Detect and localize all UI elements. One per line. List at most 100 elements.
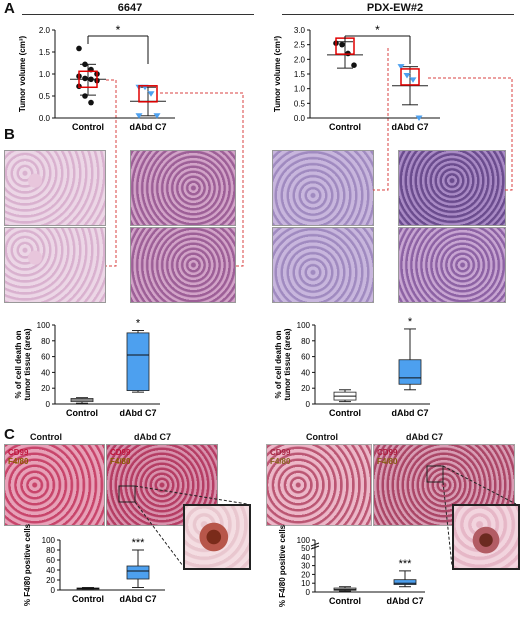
data-point-control (82, 61, 88, 68)
y-tick-label: 0.5 (39, 92, 51, 101)
y-tick-label: 0 (51, 586, 56, 595)
data-point-treated (147, 91, 155, 97)
ihc-tag-f480: F4/80 (8, 457, 29, 466)
panel-label-c: C (4, 426, 15, 443)
box (126, 565, 150, 580)
data-point-control (339, 41, 345, 48)
ihc-6647-dabd: CD99 F4/80 (106, 444, 218, 526)
y-tick-label: 0.0 (39, 114, 51, 123)
y-tick-label: 1.5 (39, 48, 51, 57)
data-point-control (82, 75, 88, 82)
y-tick-label: 1.5 (294, 70, 306, 79)
highlight-connector-pdx-dabd (428, 77, 513, 191)
ihc-zoom-connector (442, 465, 517, 505)
axis-break (310, 545, 320, 550)
y-tick-label: 60 (301, 353, 310, 362)
y-tick-label: 0.0 (294, 114, 306, 123)
axis-break (310, 542, 320, 547)
micrograph-6647-control-bottom (4, 227, 106, 303)
x-tick-label: Control (66, 408, 98, 418)
significance-marker: * (136, 318, 141, 330)
highlight-box (400, 68, 420, 86)
y-axis-label: % of cell death on (274, 330, 283, 398)
y-axis-label: % F4/80 positive cells (23, 523, 32, 606)
panel-label-b: B (4, 126, 15, 143)
ihc-zoom-box-pdx (426, 465, 444, 483)
micrograph-pdx-control-top (272, 150, 374, 226)
ihc-header-pdx-dabd: dAbd C7 (406, 432, 443, 442)
data-point-treated (409, 77, 417, 83)
ihc-tag-cd99: CD99 (110, 448, 131, 457)
panel-label-a: A (4, 0, 15, 17)
y-tick-label: 40 (301, 553, 310, 562)
ihc-tag-f480: F4/80 (110, 457, 131, 466)
data-point-control (82, 93, 88, 99)
ihc-zoom-inset-pdx (452, 504, 520, 570)
micrograph-6647-dabd-top (130, 150, 236, 226)
x-tick-label: Control (329, 596, 361, 606)
x-tick-label: Control (329, 122, 361, 132)
data-point-treated (415, 115, 423, 121)
y-tick-label: 80 (46, 546, 55, 555)
box (398, 359, 422, 385)
y-axis-label: tumor tissue (area) (283, 328, 292, 400)
y-tick-label: 2.5 (294, 41, 306, 50)
micrograph-pdx-control-bottom (272, 227, 374, 303)
ihc-header-6647-control: Control (30, 432, 62, 442)
y-tick-label: 1.0 (39, 70, 51, 79)
x-tick-label: dAbd C7 (120, 594, 157, 604)
significance-marker: * (375, 23, 380, 37)
significance-marker: * (116, 23, 121, 37)
data-point-treated (397, 64, 405, 70)
y-tick-label: 20 (41, 384, 50, 393)
ihc-header-6647-dabd: dAbd C7 (134, 432, 171, 442)
highlight-box (78, 70, 98, 89)
highlight-connector-6647-control (106, 79, 117, 267)
ihc-tag-f480: F4/80 (270, 457, 291, 466)
y-tick-label: 20 (301, 570, 310, 579)
y-tick-label: 2.0 (39, 26, 51, 35)
highlight-connector-pdx-control (373, 48, 389, 191)
x-tick-label: Control (329, 408, 361, 418)
y-tick-label: 60 (46, 556, 55, 565)
y-tick-label: 100 (297, 536, 311, 545)
micrograph-6647-dabd-bottom (130, 227, 236, 303)
x-tick-label: Control (72, 122, 104, 132)
data-point-treated (403, 72, 411, 79)
ihc-tag-cd99: CD99 (270, 448, 291, 457)
y-axis-label: Tumor volume (cm³) (273, 36, 282, 113)
x-tick-label: dAbd C7 (392, 408, 429, 418)
data-point-control (88, 99, 94, 106)
x-tick-label: dAbd C7 (130, 122, 167, 132)
ihc-header-pdx-control: Control (306, 432, 338, 442)
highlight-box (138, 85, 158, 103)
y-tick-label: 40 (46, 566, 55, 575)
box (393, 579, 417, 585)
title-rule-left (22, 14, 254, 15)
x-tick-label: Control (72, 594, 104, 604)
ihc-pdx-control: CD99 F4/80 (266, 444, 372, 526)
y-tick-label: 40 (301, 368, 310, 377)
y-tick-label: 0 (306, 588, 311, 597)
data-point-control (88, 76, 94, 83)
title-rule-right (282, 14, 514, 15)
y-tick-label: 80 (41, 337, 50, 346)
x-tick-label: dAbd C7 (392, 122, 429, 132)
y-axis-label: Tumor volume (cm³) (18, 36, 27, 113)
y-tick-label: 100 (297, 321, 311, 330)
x-tick-label: dAbd C7 (387, 596, 424, 606)
ihc-zoom-box-6647 (118, 485, 136, 503)
ihc-tag-cd99: CD99 (377, 448, 398, 457)
y-tick-label: 50 (301, 544, 310, 553)
y-tick-label: 60 (41, 353, 50, 362)
y-tick-label: 20 (301, 384, 310, 393)
x-tick-label: dAbd C7 (120, 408, 157, 418)
box (126, 332, 150, 391)
data-point-treated (153, 113, 161, 119)
y-tick-label: 2.0 (294, 55, 306, 64)
y-tick-label: 10 (301, 579, 310, 588)
ihc-zoom-connector (134, 485, 248, 505)
y-tick-label: 100 (42, 536, 56, 545)
data-point-control (76, 45, 82, 52)
